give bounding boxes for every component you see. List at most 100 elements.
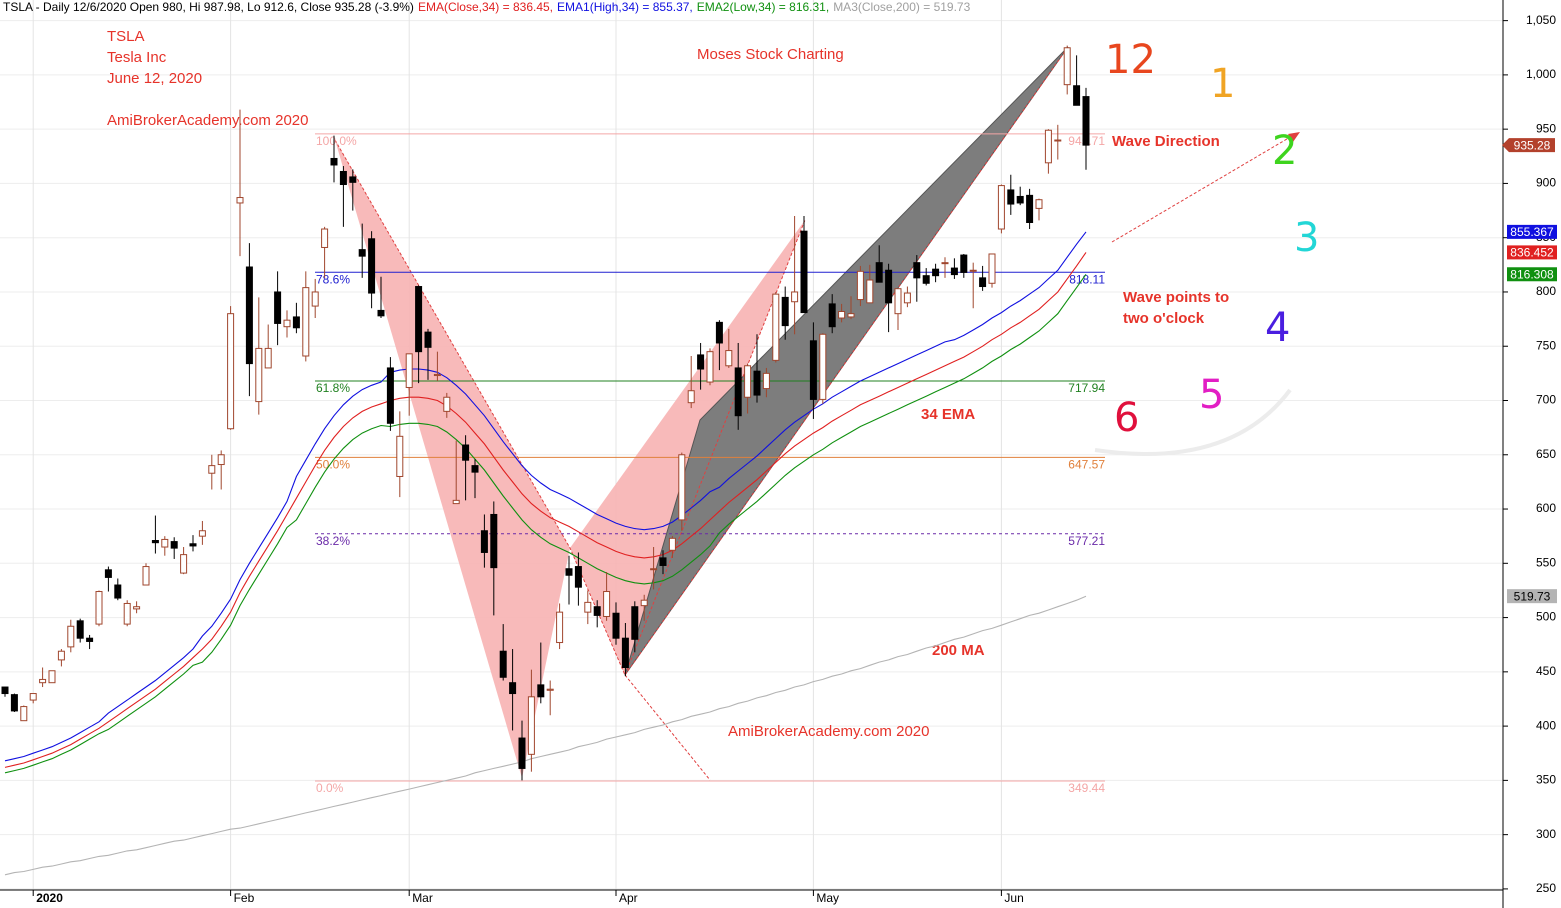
y-tick-label: 500 [1536, 610, 1556, 624]
candle-body [142, 566, 150, 586]
annotation: TSLA [107, 28, 145, 45]
candle-body [377, 309, 385, 317]
candle-body [20, 706, 28, 722]
candle-body [659, 557, 667, 566]
annotation: AmiBrokerAcademy.com 2020 [728, 723, 929, 740]
close-tag-label: 935.28 [1514, 138, 1551, 152]
candle-body [744, 365, 752, 398]
annotation: AmiBrokerAcademy.com 2020 [107, 112, 308, 129]
value-tag-label: 855.367 [1510, 225, 1554, 239]
candle-body [1082, 96, 1090, 146]
y-tick-label: 550 [1536, 555, 1556, 569]
candle-body [76, 620, 84, 639]
overlay-line [4, 231, 1087, 762]
clock-number: 3 [1294, 215, 1319, 261]
candle-body [86, 637, 94, 642]
candle-body [668, 537, 676, 551]
candle-body [227, 313, 235, 430]
y-tick-label: 700 [1536, 393, 1556, 407]
candle-body [480, 530, 488, 553]
candle-body [396, 435, 404, 477]
candle-body [913, 262, 921, 279]
fib-value: 577.21 [1068, 534, 1105, 548]
candle-body [762, 372, 770, 390]
candle-body [386, 367, 394, 424]
candle-body [302, 287, 310, 357]
fib-value: 349.44 [1068, 781, 1105, 795]
candle-body [922, 275, 930, 284]
candle-body [180, 554, 188, 574]
candle-body [509, 682, 517, 695]
candle-body [518, 737, 526, 769]
candle-body [292, 316, 300, 329]
fib-value: 818.11 [1069, 272, 1105, 286]
candle-body [932, 268, 940, 277]
candle-body [1016, 195, 1024, 204]
value-tag-label: 519.73 [1514, 589, 1551, 603]
candle-body [29, 693, 37, 701]
header-part: MA3(Close,200) = 519.73 [833, 0, 970, 14]
candle-body [490, 513, 498, 569]
value-tag [1507, 224, 1557, 239]
header-part: EMA1(High,34) = 855.37, [557, 0, 693, 14]
candle-body [48, 670, 56, 684]
candle-body [556, 611, 564, 644]
pattern-triangle [335, 140, 570, 778]
candle-body [339, 170, 347, 186]
candle-body [1054, 139, 1062, 142]
candle-body [245, 266, 253, 365]
clock-shadow [1094, 388, 1292, 456]
fib-value: 717.94 [1068, 381, 1105, 395]
annotation: Tesla Inc [107, 49, 167, 66]
candle-body [631, 606, 639, 640]
candle-body [894, 288, 902, 315]
candle-body [791, 291, 799, 303]
candle-body [903, 292, 911, 304]
candle-body [255, 347, 263, 403]
value-tag [1507, 589, 1557, 604]
candle-body [1044, 129, 1052, 164]
y-tick-label: 250 [1536, 881, 1556, 895]
candle-body [828, 303, 836, 328]
candle-body [753, 370, 761, 396]
fib-label: 61.8% [316, 381, 350, 395]
candle-body [123, 602, 131, 625]
candle-body [546, 688, 554, 691]
x-tick-label: Jun [1004, 891, 1023, 905]
candle-body [452, 499, 460, 505]
candle-body [274, 291, 282, 324]
candle-body [198, 530, 206, 537]
candle-body [311, 291, 319, 307]
candle-body [424, 331, 432, 348]
x-tick-label: Feb [234, 891, 255, 905]
candle-body [537, 684, 545, 698]
candle-body [415, 286, 423, 353]
axes-grid [0, 0, 1508, 908]
candle-body [809, 340, 817, 400]
candle-body [800, 230, 808, 314]
y-tick-label: 300 [1536, 827, 1556, 841]
y-tick-label: 350 [1536, 773, 1556, 787]
x-tick-label: 2020 [36, 891, 63, 905]
candle-body [988, 253, 996, 284]
candle-body [443, 396, 451, 412]
y-tick-label: 650 [1536, 447, 1556, 461]
fib-label: 50.0% [316, 458, 350, 472]
candle-body [838, 311, 846, 319]
candle-body [57, 650, 65, 661]
x-tick-label: May [816, 891, 839, 905]
candle-body [499, 650, 507, 678]
pattern-triangle [570, 220, 805, 675]
wave-arrowhead [1288, 132, 1300, 142]
x-tick-label: Apr [619, 891, 638, 905]
candle-body [584, 601, 592, 613]
pattern-edge [624, 46, 1069, 676]
candle-body [208, 465, 216, 474]
candle-body [1073, 85, 1081, 106]
annotation: two o'clock [1123, 310, 1205, 327]
candle-body [725, 350, 733, 367]
candle-body [715, 321, 723, 344]
x-tick-label: Mar [412, 891, 433, 905]
